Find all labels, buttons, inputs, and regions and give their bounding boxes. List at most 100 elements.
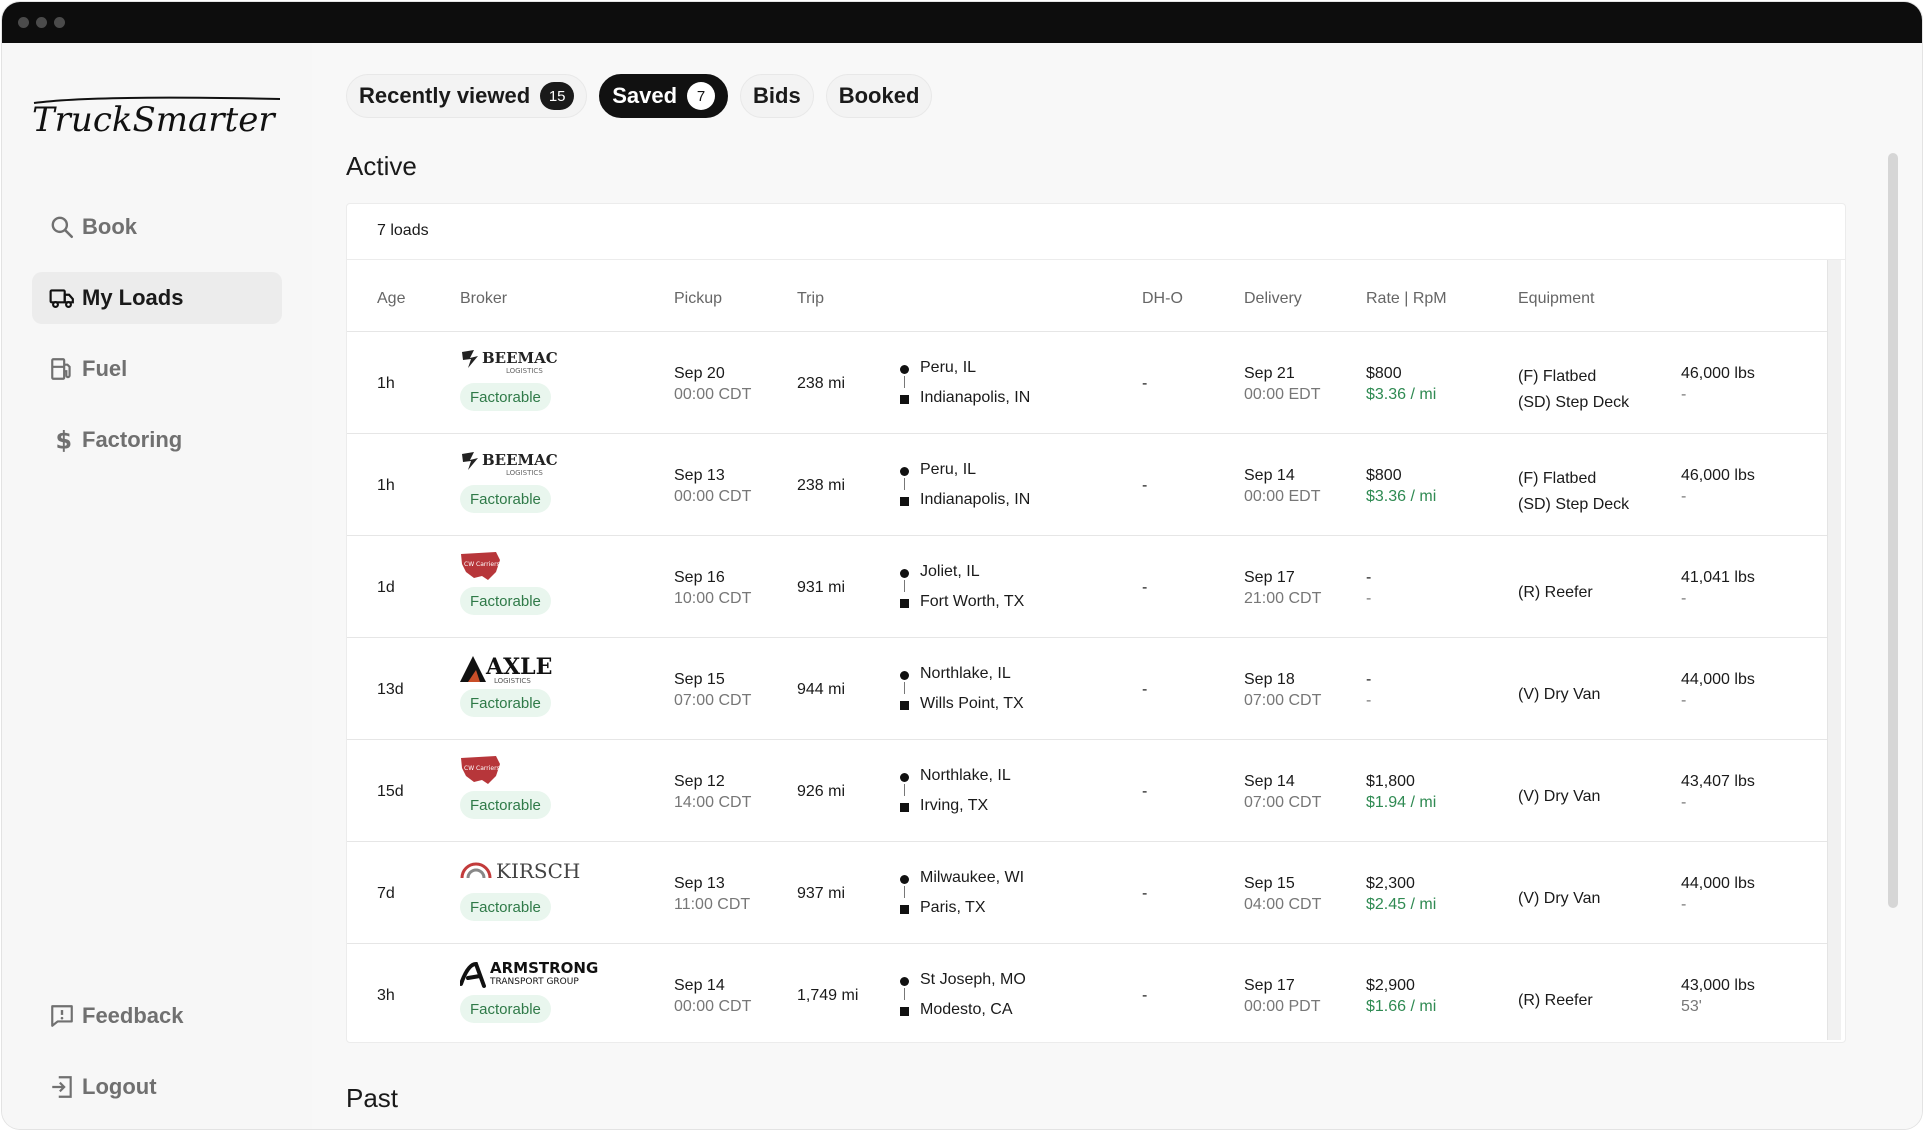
pickup-date: Sep 13 [674,467,725,484]
origin-dot-icon [900,773,909,782]
equipment-type: (F) Flatbed [1518,470,1597,487]
cw-carriers-logo: CW Carriers [461,552,500,580]
table-row[interactable]: 7d KIRSCH Factorable Sep 13 11:00 CDT 93… [347,842,1827,944]
factorable-badge: Factorable [460,893,551,921]
svg-text:CW Carriers: CW Carriers [464,561,500,568]
pickup-date: Sep 16 [674,569,725,586]
pickup-date: Sep 20 [674,365,725,382]
rate-cell: $800 [1366,467,1402,484]
age-cell: 1h [377,375,395,392]
destination-square-icon [900,1007,909,1016]
dh-o-cell: - [1142,681,1148,698]
svg-text:LOGISTICS: LOGISTICS [506,367,543,375]
trip-distance: 931 mi [797,579,846,596]
logout-icon [48,1073,76,1101]
tab-saved[interactable]: Saved 7 [599,74,729,118]
nav-my-loads-label: My Loads [82,285,184,310]
nav-book[interactable]: Book [32,201,282,253]
svg-text:CW Carriers: CW Carriers [464,765,500,772]
column-delivery[interactable]: Delivery [1244,290,1302,307]
page-scrollbar-thumb[interactable] [1888,153,1898,908]
truck-icon [48,284,76,312]
trip-distance: 238 mi [797,477,846,494]
pickup-time: 14:00 CDT [674,794,752,811]
equipment-type: (V) Dry Van [1518,890,1601,907]
nav-factoring[interactable]: $ Factoring [32,414,282,466]
delivery-time: 00:00 EDT [1244,386,1321,403]
tab-recently-viewed[interactable]: Recently viewed 15 [346,74,588,118]
weight-cell: 43,000 lbs [1681,977,1755,994]
weight-cell: 44,000 lbs [1681,671,1755,688]
window-zoom-dot[interactable] [54,17,65,28]
nav-fuel[interactable]: Fuel [32,343,282,395]
trip-distance: 937 mi [797,885,846,902]
table-row[interactable]: 3h ARMSTRONG TRANSPORT GROUP Factorable … [347,944,1827,1042]
trip-distance: 944 mi [797,681,846,698]
pickup-time: 00:00 CDT [674,488,752,505]
table-row[interactable]: 15d CW Carriers Factorable Sep 12 14:00 … [347,740,1827,842]
rate-cell: - [1366,671,1372,688]
rate-cell: - [1366,569,1372,586]
title-bar [2,2,1922,43]
factorable-badge: Factorable [460,383,551,411]
window-close-dot[interactable] [18,17,29,28]
dh-o-cell: - [1142,987,1148,1004]
kirsch-logo: KIRSCH [460,859,580,883]
origin-dot-icon [900,365,909,374]
origin-city: Joliet, IL [920,563,980,580]
column-rate[interactable]: Rate | RpM [1366,290,1447,307]
age-cell: 7d [377,885,395,902]
trailer-length: - [1681,692,1687,709]
equipment-type: (SD) Step Deck [1518,394,1630,411]
nav-my-loads[interactable]: My Loads [32,272,282,324]
column-age[interactable]: Age [377,290,406,307]
svg-text:KIRSCH: KIRSCH [496,859,580,883]
column-equipment[interactable]: Equipment [1518,290,1595,307]
svg-text:TruckSmarter: TruckSmarter [32,100,276,140]
pickup-time: 11:00 CDT [674,896,751,913]
table-row[interactable]: 13d AXLE LOGISTICS Factorable Sep 15 07:… [347,638,1827,740]
nav-feedback[interactable]: Feedback [32,990,282,1042]
table-header-bar: 7 loads [347,204,1845,260]
table-row[interactable]: 1h BEEMAC LOGISTICS Factorable Sep 13 00… [347,434,1827,536]
origin-city: Northlake, IL [920,665,1011,682]
header-divider [347,331,1827,332]
column-broker[interactable]: Broker [460,290,508,307]
destination-square-icon [900,599,909,608]
trailer-length: - [1681,386,1687,403]
nav-logout[interactable]: Logout [32,1061,282,1113]
equipment-type: (V) Dry Van [1518,788,1601,805]
trip-distance: 1,749 mi [797,987,859,1004]
origin-city: St Joseph, MO [920,971,1026,988]
trucksmarter-logo[interactable]: TruckSmarter [32,93,282,143]
window-minimize-dot[interactable] [36,17,47,28]
rate-per-mile: $1.66 / mi [1366,998,1437,1015]
trip-distance: 238 mi [797,375,846,392]
table-scrollbar[interactable] [1827,260,1841,1040]
table-row[interactable]: 1h BEEMAC LOGISTICS Factorable Sep 20 00… [347,332,1827,434]
trailer-length: - [1681,488,1687,505]
equipment-type: (V) Dry Van [1518,686,1601,703]
equipment-type: (R) Reefer [1518,992,1593,1009]
origin-city: Northlake, IL [920,767,1011,784]
route-line [904,784,905,796]
weight-cell: 43,407 lbs [1681,773,1755,790]
tab-bids[interactable]: Bids [740,74,814,118]
tab-saved-label: Saved [612,83,678,108]
table-row[interactable]: 1d CW Carriers Factorable Sep 16 10:00 C… [347,536,1827,638]
rate-per-mile: $1.94 / mi [1366,794,1437,811]
pickup-date: Sep 15 [674,671,725,688]
origin-city: Milwaukee, WI [920,869,1025,886]
tab-booked[interactable]: Booked [825,74,933,118]
load-tabs: Recently viewed 15 Saved 7 Bids Booked [346,74,933,118]
destination-square-icon [900,701,909,710]
dh-o-cell: - [1142,579,1148,596]
svg-text:BEEMAC: BEEMAC [482,451,558,469]
delivery-time: 00:00 PDT [1244,998,1321,1015]
origin-dot-icon [900,569,909,578]
weight-cell: 44,000 lbs [1681,875,1755,892]
column-pickup[interactable]: Pickup [674,290,723,307]
rate-cell: $1,800 [1366,773,1415,790]
column-dh-o[interactable]: DH-O [1142,290,1183,307]
column-trip[interactable]: Trip [797,290,824,307]
